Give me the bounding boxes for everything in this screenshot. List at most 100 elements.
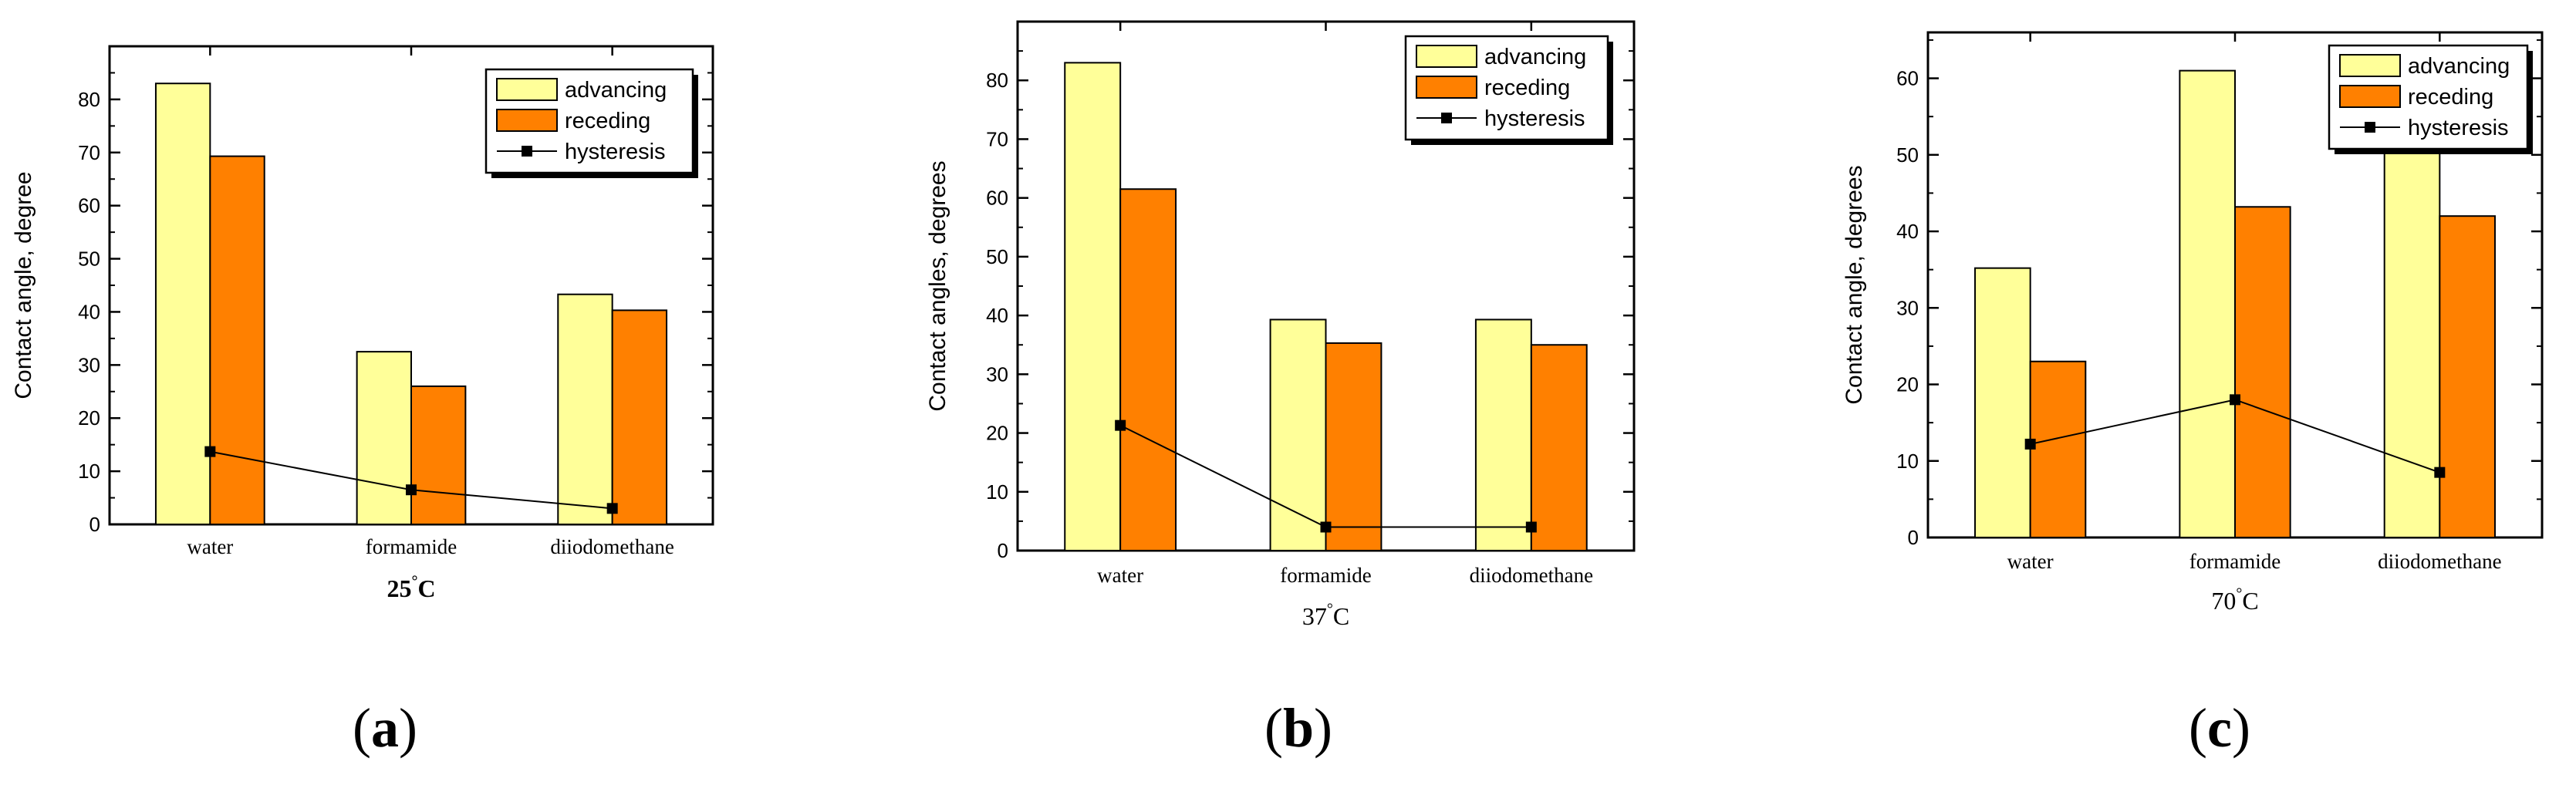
bar-advancing <box>1269 318 1327 551</box>
legend-label-hysteresis: hysteresis <box>565 140 666 164</box>
hysteresis-marker <box>1320 521 1332 533</box>
panel-label: (c) <box>2189 697 2250 759</box>
legend-label-receding: receding <box>2408 85 2493 109</box>
legend-marker-hysteresis <box>1441 113 1452 123</box>
bar-receding <box>1530 344 1588 551</box>
hysteresis-marker <box>204 446 216 457</box>
legend-swatch-advancing <box>496 78 558 101</box>
bar-receding <box>1325 342 1383 551</box>
y-tick-label: 60 <box>986 187 1008 210</box>
legend-marker-hysteresis <box>2365 122 2375 133</box>
hysteresis-marker <box>606 503 618 514</box>
panel-label: (a) <box>353 697 417 759</box>
x-category-label: formamide <box>2189 550 2281 573</box>
chart-panel-a: 0 10 20 30 40 50 60 70 80 Contact angle, degree wa… <box>11 45 714 602</box>
y-tick-label: 40 <box>986 304 1008 327</box>
y-tick-label: 60 <box>1896 67 1919 90</box>
panel-label: (b) <box>1264 697 1332 759</box>
x-category-label: water <box>187 535 233 558</box>
bar-receding <box>410 385 467 525</box>
bar-advancing <box>1974 267 2031 538</box>
legend-swatch-receding <box>496 109 558 132</box>
y-axis-label: Contact angle, degrees <box>1842 165 1867 404</box>
x-category-label: water <box>2007 550 2054 573</box>
hysteresis-marker <box>2434 467 2446 478</box>
bar-advancing <box>1474 318 1532 551</box>
y-tick-label: 30 <box>78 353 100 376</box>
chart-panel-b: 0 10 20 30 40 50 60 70 80 Contact angles, degrees… <box>925 20 1636 630</box>
y-tick-label: 10 <box>78 460 100 483</box>
y-tick-label: 10 <box>1896 450 1919 473</box>
bar-advancing <box>356 351 412 525</box>
chart-panel-c: 0 10 20 30 40 50 60 Contact angle, degrees water… <box>1842 31 2544 615</box>
bar-receding <box>2439 215 2496 538</box>
hysteresis-marker <box>406 484 417 496</box>
temperature-value: 25 <box>387 574 411 602</box>
bar-advancing <box>557 293 613 525</box>
y-axis-label: Contact angles, degrees <box>925 160 950 411</box>
legend-swatch-advancing <box>2339 54 2401 77</box>
y-tick-label: 70 <box>78 141 100 164</box>
y-tick-label: 30 <box>986 362 1008 386</box>
y-tick-label: 40 <box>78 300 100 323</box>
y-axis-label: Contact angle, degree <box>11 171 36 399</box>
y-tick-label: 20 <box>986 422 1008 445</box>
y-tick-label: 30 <box>1896 296 1919 319</box>
legend-label-advancing: advancing <box>1484 45 1586 69</box>
temperature-unit: C <box>1333 602 1349 630</box>
hysteresis-marker <box>2230 394 2240 406</box>
temperature-value: 70 <box>2211 587 2236 615</box>
temperature-caption: 70°C <box>2211 585 2258 615</box>
y-tick-label: 10 <box>986 480 1008 504</box>
hysteresis-marker <box>2024 438 2036 450</box>
legend-label-hysteresis: hysteresis <box>1484 106 1585 131</box>
bar-receding <box>1119 188 1177 551</box>
hysteresis-marker <box>1525 521 1537 533</box>
bar-receding <box>2029 360 2087 538</box>
y-tick-label: 0 <box>89 513 100 536</box>
legend-label-advancing: advancing <box>565 78 667 103</box>
temperature-unit: C <box>417 574 435 602</box>
y-tick-label: 0 <box>1908 526 1919 549</box>
bar-receding <box>209 155 265 525</box>
x-category-label: diiodomethane <box>1470 564 1593 587</box>
legend-marker-hysteresis <box>522 146 532 157</box>
y-tick-label: 50 <box>986 245 1008 268</box>
legend-swatch-receding <box>2339 85 2401 108</box>
y-tick-label: 80 <box>78 88 100 111</box>
degree-mark: ° <box>411 573 417 590</box>
y-tick-label: 20 <box>78 406 100 430</box>
temperature-caption: 25°C <box>387 573 435 602</box>
bar-advancing <box>154 83 211 525</box>
y-tick-label: 0 <box>998 539 1008 562</box>
bar-receding <box>611 309 668 525</box>
temperature-unit: C <box>2242 587 2258 615</box>
hysteresis-marker <box>1115 419 1126 431</box>
bar-receding <box>2234 206 2291 538</box>
y-tick-label: 80 <box>986 69 1008 92</box>
x-category-label: formamide <box>366 535 457 558</box>
temperature-caption: 37°C <box>1302 601 1349 630</box>
x-category-label: formamide <box>1280 564 1371 587</box>
y-tick-label: 20 <box>1896 373 1919 396</box>
x-category-label: diiodomethane <box>2378 550 2501 573</box>
y-tick-label: 50 <box>78 248 100 271</box>
degree-mark: ° <box>1327 601 1333 618</box>
temperature-value: 37 <box>1302 602 1327 630</box>
x-category-label: water <box>1097 564 1143 587</box>
y-tick-label: 40 <box>1896 220 1919 243</box>
legend-label-hysteresis: hysteresis <box>2408 116 2509 140</box>
x-category-label: diiodomethane <box>550 535 674 558</box>
degree-mark: ° <box>2236 585 2242 602</box>
y-tick-label: 60 <box>78 194 100 217</box>
legend-label-receding: receding <box>1484 76 1570 100</box>
bar-advancing <box>2383 150 2441 539</box>
legend-swatch-receding <box>1416 76 1477 99</box>
y-tick-label: 70 <box>986 127 1008 150</box>
legend-label-receding: receding <box>565 109 650 133</box>
y-tick-label: 50 <box>1896 143 1919 167</box>
bar-advancing <box>1064 62 1122 552</box>
bar-advancing <box>2179 69 2237 538</box>
legend-label-advancing: advancing <box>2408 54 2510 79</box>
